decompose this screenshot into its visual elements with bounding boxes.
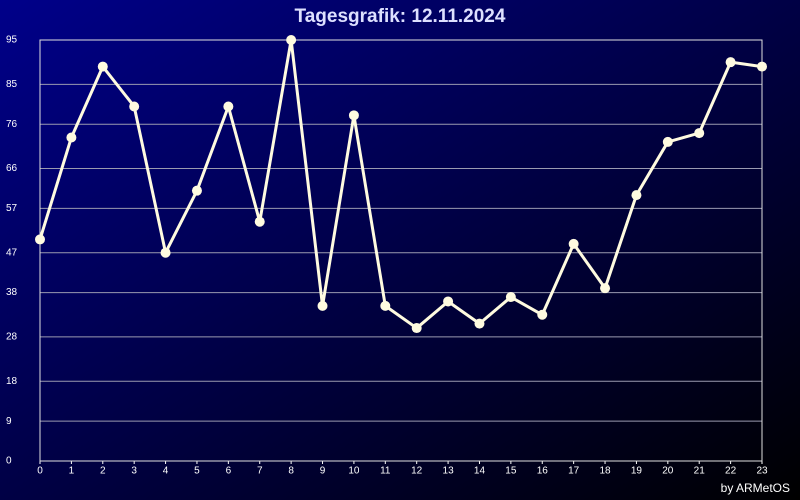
point <box>505 292 516 303</box>
y-tick-label: 18 <box>6 376 18 387</box>
x-tick-label: 19 <box>631 466 643 477</box>
x-tick-label: 13 <box>443 466 455 477</box>
point <box>35 234 45 245</box>
point <box>631 190 642 201</box>
y-tick-label: 66 <box>6 163 18 174</box>
y-tick-label: 47 <box>6 247 18 258</box>
y-tick-label: 95 <box>6 35 18 46</box>
chart-title: Tagesgrafik: 12.11.2024 <box>295 6 506 27</box>
x-tick-label: 20 <box>662 466 674 477</box>
point <box>191 185 202 196</box>
x-tick-label: 8 <box>288 466 294 477</box>
point <box>757 61 767 72</box>
point <box>286 35 297 45</box>
y-tick-label: 9 <box>6 416 12 427</box>
x-tick-label: 5 <box>194 466 200 477</box>
point <box>537 309 548 320</box>
x-tick-label: 16 <box>537 466 549 477</box>
point <box>348 110 359 121</box>
x-tick-label: 18 <box>599 466 611 477</box>
point <box>600 283 611 294</box>
y-tick-label: 38 <box>6 287 18 298</box>
point <box>160 247 171 258</box>
x-tick-label: 23 <box>756 466 768 477</box>
point <box>443 296 454 307</box>
x-tick-label: 6 <box>226 466 232 477</box>
point <box>568 238 579 249</box>
y-tick-label: 76 <box>6 119 18 130</box>
point <box>662 136 673 147</box>
credit: by ARMetOS <box>721 481 790 495</box>
point <box>97 61 108 72</box>
point <box>66 132 77 143</box>
point <box>317 300 328 311</box>
x-tick-label: 22 <box>725 466 737 477</box>
y-tick-label: 0 <box>6 456 12 467</box>
x-tick-label: 17 <box>568 466 580 477</box>
point <box>725 57 736 68</box>
x-tick-label: 12 <box>411 466 423 477</box>
y-tick-label: 85 <box>6 79 18 90</box>
point <box>254 216 265 227</box>
point <box>380 300 391 311</box>
y-tick-label: 57 <box>6 203 18 214</box>
point <box>474 318 485 329</box>
point <box>411 323 422 334</box>
x-tick-label: 15 <box>505 466 517 477</box>
plot-frame <box>39 39 763 462</box>
x-tick-label: 11 <box>380 466 391 477</box>
point <box>694 128 705 139</box>
y-tick-label: 28 <box>6 332 18 343</box>
x-tick-label: 9 <box>320 466 326 477</box>
x-tick-label: 2 <box>100 466 106 477</box>
x-tick-label: 10 <box>348 466 360 477</box>
x-tick-label: 21 <box>694 466 706 477</box>
point <box>223 101 234 112</box>
line <box>38 38 763 330</box>
point <box>129 101 140 112</box>
x-tick-label: 1 <box>69 466 75 477</box>
x-tick-label: 4 <box>163 466 169 477</box>
x-tick-label: 14 <box>474 466 486 477</box>
x-tick-label: 7 <box>257 466 263 477</box>
x-tick-label: 0 <box>37 466 43 477</box>
x-tick-label: 3 <box>131 466 137 477</box>
